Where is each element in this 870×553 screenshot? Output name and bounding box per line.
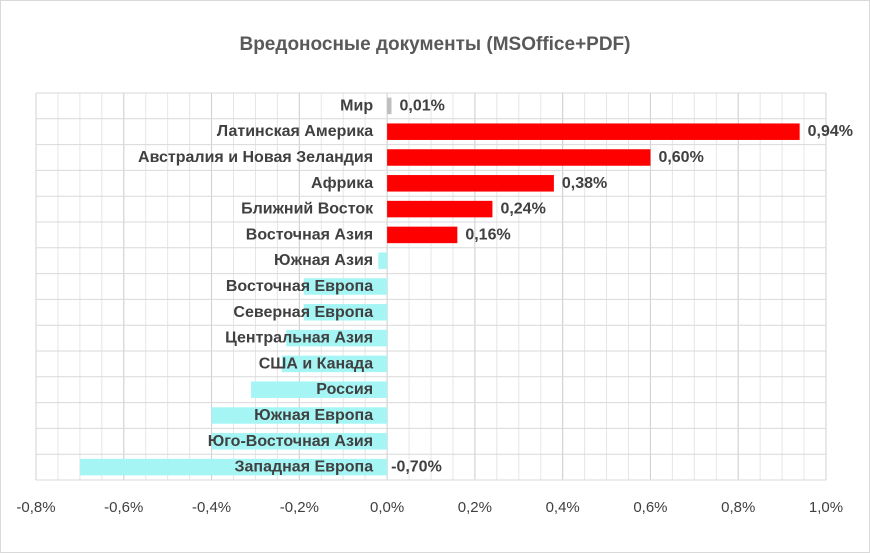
category-label: Латинская Америка	[217, 123, 373, 140]
bar	[79, 458, 388, 476]
x-tick-label: -0,2%	[280, 499, 319, 516]
bar	[387, 226, 458, 244]
category-label: Мир	[340, 97, 373, 114]
x-tick-label: 0,8%	[721, 499, 755, 516]
bar	[211, 407, 388, 424]
bar	[303, 278, 388, 295]
category-label: Южная Азия	[274, 252, 373, 269]
bar	[286, 329, 388, 347]
x-tick-label: 1,0%	[809, 499, 843, 516]
bar	[378, 252, 388, 269]
category-label: Южная Европа	[254, 407, 373, 424]
data-label: 0,16%	[465, 226, 510, 243]
bar	[211, 433, 388, 450]
category-label: США и Канада	[259, 355, 373, 372]
x-tick-label: -0,4%	[192, 499, 231, 516]
bar	[281, 355, 388, 373]
category-label: Западная Европа	[235, 459, 374, 476]
bar	[387, 149, 651, 166]
category-label: Восточная Азия	[246, 226, 373, 243]
category-label: Восточная Европа	[226, 278, 373, 295]
chart-title: Вредоносные документы (MSOffice+PDF)	[239, 34, 631, 55]
bar	[251, 381, 388, 398]
x-tick-label: -0,6%	[104, 499, 143, 516]
data-label: 0,01%	[400, 97, 445, 114]
category-label: Австралия и Новая Зеландия	[138, 149, 373, 166]
data-label: -0,70%	[391, 459, 442, 476]
x-tick-label: 0,6%	[633, 499, 667, 516]
x-tick-label: 0,4%	[546, 499, 580, 516]
category-label: Африка	[311, 175, 373, 192]
bar	[387, 200, 493, 218]
data-label: 0,60%	[658, 149, 703, 166]
category-label: Россия	[316, 381, 373, 398]
x-tick-label: 0,0%	[370, 499, 404, 516]
category-label: Северная Европа	[233, 304, 373, 321]
data-label: 0,38%	[562, 175, 607, 192]
data-label: 0,94%	[808, 123, 853, 140]
bar	[387, 123, 800, 140]
data-label: 0,24%	[500, 201, 545, 218]
bar	[387, 175, 554, 192]
bar	[387, 97, 392, 115]
category-label: Ближний Восток	[241, 201, 374, 218]
x-tick-label: 0,2%	[458, 499, 492, 516]
category-label: Юго-Восточная Азия	[208, 433, 373, 450]
x-tick-label: -0,8%	[16, 499, 55, 516]
bar	[303, 304, 388, 321]
category-label: Центральная Азия	[225, 330, 373, 347]
